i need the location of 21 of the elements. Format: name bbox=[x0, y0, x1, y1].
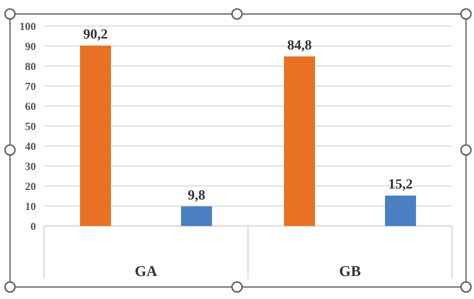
y-tick-label: 0 bbox=[30, 221, 36, 233]
y-tick-label: 100 bbox=[20, 21, 36, 33]
y-tick-label: 30 bbox=[25, 161, 36, 173]
y-tick-label: 80 bbox=[25, 61, 36, 73]
x-tick-label: GB bbox=[339, 264, 361, 280]
bar bbox=[181, 206, 212, 226]
y-tick-label: 90 bbox=[25, 41, 36, 53]
bar bbox=[284, 56, 315, 226]
data-label: 90,2 bbox=[83, 28, 108, 43]
data-label: 84,8 bbox=[287, 38, 312, 54]
data-label: 15,2 bbox=[388, 178, 413, 193]
y-tick-label: 20 bbox=[25, 181, 36, 193]
data-label: 9,8 bbox=[188, 188, 206, 204]
y-tick-label: 50 bbox=[25, 121, 36, 133]
bar bbox=[80, 46, 111, 226]
bar bbox=[385, 196, 416, 226]
y-tick-label: 70 bbox=[25, 81, 36, 93]
x-tick-label: GA bbox=[134, 264, 158, 280]
y-tick-label: 10 bbox=[25, 201, 36, 213]
y-tick-label: 60 bbox=[25, 101, 36, 113]
y-tick-label: 40 bbox=[25, 141, 36, 153]
